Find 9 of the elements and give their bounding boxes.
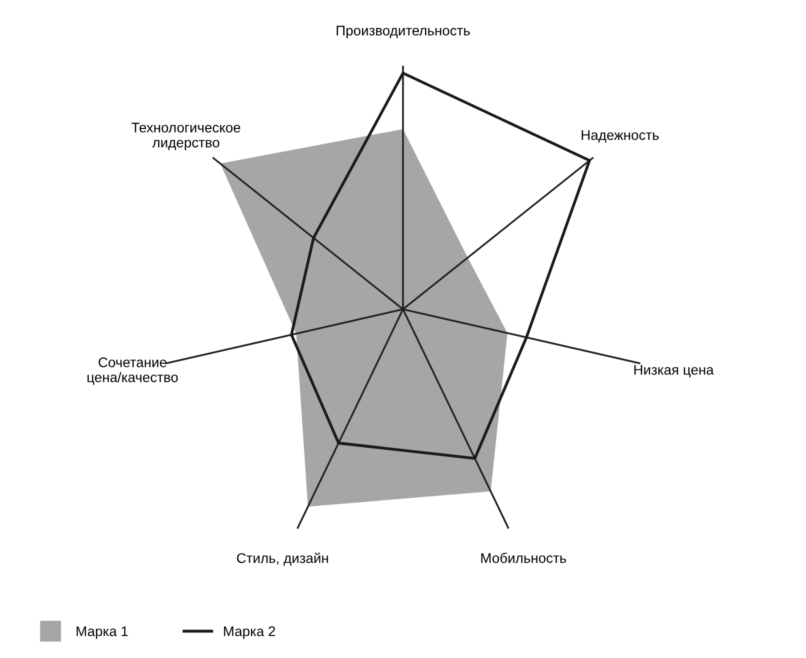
legend-label: Марка 2 <box>224 626 276 639</box>
spoke-label: Сочетание цена/качество <box>88 357 178 385</box>
legend-label: Марка 1 <box>76 626 128 639</box>
spoke-label: Надежность <box>582 130 659 143</box>
spoke-label: Мобильность <box>481 552 566 563</box>
spoke-label: Низкая цена <box>634 365 714 378</box>
spoke-label: Стиль, дизайн <box>237 552 328 566</box>
spoke-label: Производительность <box>336 26 470 38</box>
spoke-label: Технологическое лидерство <box>132 122 240 150</box>
